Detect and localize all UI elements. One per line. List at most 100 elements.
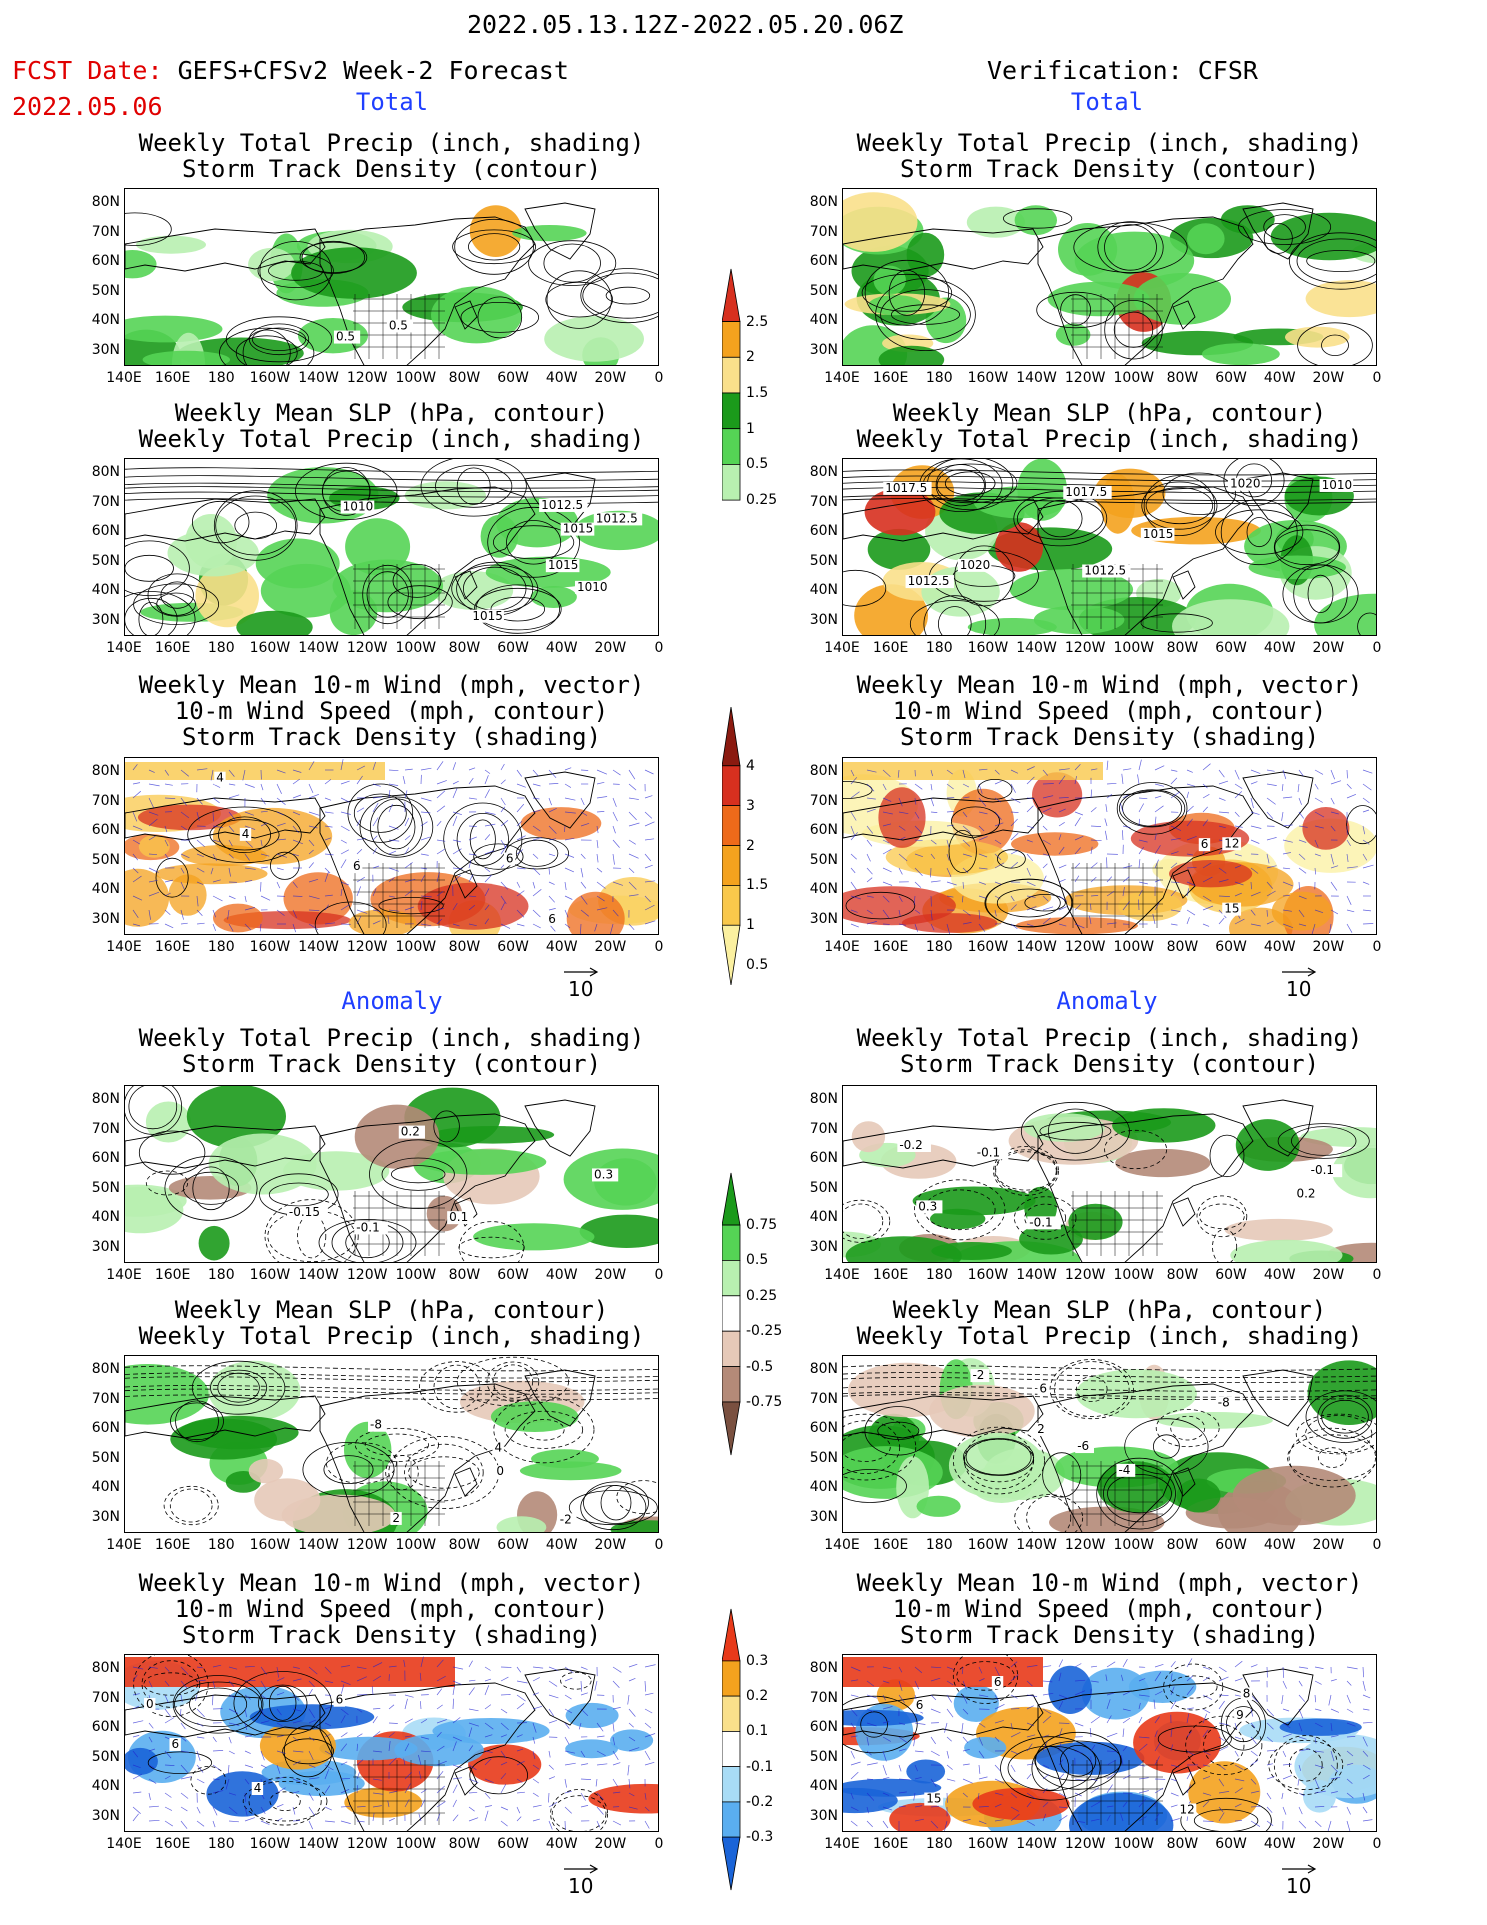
shading-region bbox=[843, 1709, 924, 1726]
lon-tick-label: 160W bbox=[967, 1267, 1009, 1283]
lon-tick-label: 0 bbox=[654, 370, 664, 386]
wind-vector bbox=[1170, 851, 1179, 855]
svg-text:0: 0 bbox=[146, 1697, 154, 1711]
wind-vector bbox=[484, 1758, 492, 1766]
wind-vector bbox=[196, 1736, 205, 1739]
shading-region bbox=[1248, 555, 1346, 580]
wind-vector bbox=[1058, 1806, 1068, 1808]
coastline bbox=[1172, 300, 1196, 330]
wind-vector bbox=[212, 1778, 220, 1780]
wind-vector bbox=[1282, 1733, 1292, 1738]
wind-vector bbox=[1250, 1820, 1261, 1827]
wind-vector bbox=[898, 1666, 903, 1673]
contour-line bbox=[1215, 509, 1304, 555]
colorbar-label: -0.5 bbox=[746, 1358, 774, 1375]
wind-vector bbox=[452, 815, 458, 827]
wind-vector bbox=[946, 1750, 950, 1759]
lat-tick-label: 60N bbox=[91, 253, 120, 269]
wind-vector bbox=[1186, 866, 1197, 869]
wind-vector bbox=[644, 1664, 656, 1668]
coastline bbox=[319, 1113, 536, 1262]
wind-vector bbox=[372, 1716, 378, 1724]
wind-vector bbox=[132, 1813, 139, 1822]
wind-vector bbox=[1362, 1680, 1366, 1691]
wind-vector bbox=[1250, 923, 1261, 927]
wind-vector bbox=[1120, 803, 1124, 813]
wind-vector bbox=[132, 825, 143, 831]
coastline bbox=[524, 202, 596, 260]
wind-vector bbox=[484, 1734, 493, 1738]
lat-tick-label: 50N bbox=[809, 282, 838, 299]
contour-line bbox=[456, 813, 509, 866]
wind-vector bbox=[644, 1692, 654, 1696]
shading-region bbox=[843, 762, 1103, 780]
wind-vector bbox=[404, 1743, 410, 1752]
wind-vector bbox=[244, 1750, 251, 1754]
wind-vector bbox=[516, 1806, 521, 1814]
wind-vector bbox=[628, 1747, 640, 1752]
wind-vector bbox=[356, 1772, 360, 1780]
wind-vector bbox=[516, 923, 525, 927]
wind-vector bbox=[1266, 853, 1270, 864]
panel-title-line: 10-m Wind Speed (mph, contour) bbox=[892, 1595, 1327, 1623]
wind-vector bbox=[1218, 879, 1229, 883]
colorbar-label: 1 bbox=[746, 420, 755, 437]
wind-vector bbox=[1058, 808, 1066, 813]
shading-region bbox=[995, 522, 1044, 572]
wind-vector bbox=[1314, 1778, 1320, 1789]
wind-vector bbox=[1186, 1771, 1192, 1780]
colorbar-label: 1.5 bbox=[746, 877, 769, 894]
wind-vector bbox=[1330, 1764, 1339, 1773]
wind-vector bbox=[946, 881, 957, 886]
lon-tick-label: 100W bbox=[1113, 370, 1155, 386]
wind-vector bbox=[1122, 768, 1132, 771]
colorbar-segment bbox=[722, 392, 741, 430]
contour-line bbox=[369, 798, 423, 856]
wind-vector bbox=[978, 1666, 983, 1674]
lat-tick-label: 50N bbox=[809, 552, 838, 569]
wind-vector bbox=[1026, 805, 1034, 813]
wind-vector bbox=[1250, 769, 1261, 774]
wind-vector bbox=[164, 1750, 172, 1759]
wind-vector bbox=[1074, 862, 1081, 869]
wind-vector bbox=[1153, 1699, 1156, 1710]
wind-vector bbox=[1282, 1750, 1287, 1758]
wind-vector bbox=[1138, 1743, 1148, 1752]
wind-vector bbox=[420, 1789, 427, 1794]
wind-vector bbox=[1346, 1694, 1351, 1704]
wind-vector bbox=[1042, 1692, 1054, 1696]
contour-line bbox=[283, 1725, 333, 1778]
wind-vector bbox=[1154, 1690, 1163, 1696]
contour-line bbox=[1034, 1740, 1122, 1781]
contour-line bbox=[616, 1480, 658, 1514]
contour-line bbox=[1104, 224, 1157, 271]
wind-vector bbox=[978, 825, 985, 832]
contour-line bbox=[125, 491, 658, 498]
svg-text:4: 4 bbox=[242, 827, 250, 841]
wind-vector bbox=[1026, 1773, 1032, 1780]
wind-vector bbox=[1362, 1806, 1368, 1814]
wind-vector bbox=[1234, 791, 1243, 799]
wind-vector bbox=[1090, 1680, 1099, 1683]
wind-vector bbox=[1010, 1806, 1019, 1812]
wind-vector bbox=[164, 797, 176, 799]
colorbar-segment bbox=[722, 1224, 741, 1261]
wind-vector bbox=[468, 904, 476, 911]
shading-region bbox=[469, 205, 522, 257]
lat-tick-label: 40N bbox=[91, 1778, 120, 1794]
wind-vector bbox=[580, 909, 590, 917]
wind-vector bbox=[564, 1806, 572, 1814]
wind-vector bbox=[994, 797, 1002, 803]
wind-vector bbox=[1042, 1741, 1048, 1752]
lon-tick-label: 60W bbox=[1215, 1537, 1247, 1553]
wind-vector bbox=[260, 1680, 267, 1691]
contour-line bbox=[1317, 1394, 1373, 1439]
wind-vector bbox=[564, 811, 576, 814]
wind-vector bbox=[548, 769, 557, 779]
wind-vector bbox=[1154, 1730, 1158, 1738]
contour-line bbox=[1212, 1228, 1238, 1262]
wind-vector bbox=[882, 811, 893, 815]
wind-vector bbox=[228, 853, 234, 859]
wind-vector bbox=[978, 783, 983, 794]
shading-region bbox=[531, 1449, 599, 1469]
